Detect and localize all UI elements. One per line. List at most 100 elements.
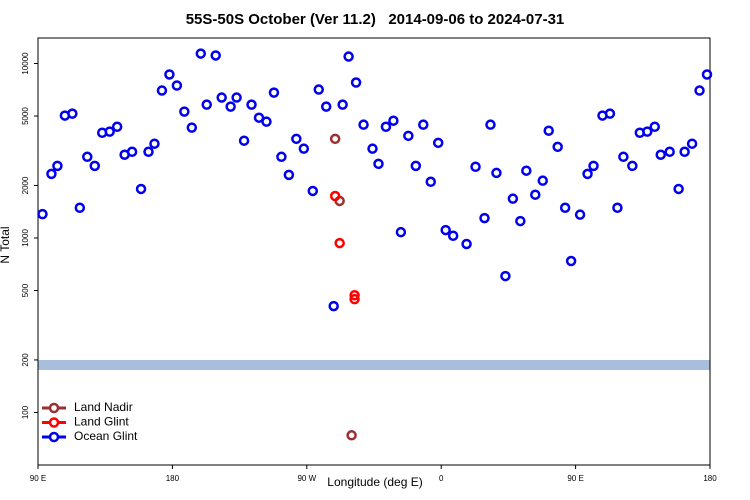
point bbox=[111, 121, 123, 133]
point bbox=[440, 224, 451, 236]
point bbox=[447, 230, 459, 241]
y-tick-label: 200 bbox=[21, 353, 30, 367]
point bbox=[46, 168, 57, 180]
y-axis-label: N Total bbox=[0, 226, 12, 263]
legend-label: Ocean Glint bbox=[74, 429, 138, 443]
point bbox=[307, 185, 319, 197]
point bbox=[186, 122, 198, 133]
point bbox=[649, 121, 660, 133]
point bbox=[618, 151, 629, 163]
point bbox=[485, 119, 496, 130]
point bbox=[164, 69, 175, 80]
point bbox=[210, 50, 221, 61]
point bbox=[276, 151, 287, 163]
point bbox=[543, 125, 554, 136]
point bbox=[82, 151, 93, 163]
point bbox=[588, 160, 599, 172]
point bbox=[238, 135, 250, 146]
point bbox=[491, 167, 502, 179]
point bbox=[425, 176, 436, 188]
point bbox=[135, 183, 147, 195]
point bbox=[225, 101, 236, 112]
point bbox=[395, 226, 407, 238]
point bbox=[74, 202, 86, 214]
point bbox=[418, 119, 429, 130]
point bbox=[673, 183, 684, 195]
point bbox=[694, 85, 705, 96]
legend-marker bbox=[48, 402, 60, 414]
point bbox=[283, 169, 295, 181]
y-tick-label: 2000 bbox=[21, 176, 30, 194]
point bbox=[565, 255, 577, 267]
point bbox=[343, 51, 354, 62]
point bbox=[582, 168, 593, 180]
point bbox=[350, 77, 362, 88]
y-tick-label: 10000 bbox=[21, 52, 30, 75]
point bbox=[574, 209, 586, 220]
point bbox=[664, 146, 675, 158]
point bbox=[231, 92, 242, 103]
point bbox=[143, 146, 154, 158]
point bbox=[373, 158, 384, 170]
y-tick-label: 500 bbox=[21, 283, 30, 297]
point bbox=[291, 133, 302, 145]
point bbox=[679, 146, 690, 158]
point bbox=[349, 293, 360, 305]
point bbox=[507, 193, 519, 204]
point bbox=[655, 149, 666, 160]
point bbox=[479, 212, 490, 224]
point bbox=[388, 115, 399, 126]
point bbox=[156, 85, 168, 96]
point bbox=[104, 126, 115, 137]
point bbox=[686, 138, 698, 149]
point bbox=[201, 99, 212, 110]
legend-label: Land Nadir bbox=[74, 400, 133, 414]
y-tick-label: 5000 bbox=[21, 107, 30, 125]
x-tick-label: 90 E bbox=[567, 474, 583, 483]
point bbox=[246, 99, 257, 110]
point bbox=[367, 143, 378, 154]
point bbox=[552, 141, 563, 153]
point bbox=[337, 99, 348, 110]
point bbox=[216, 92, 227, 103]
point bbox=[627, 160, 638, 172]
point bbox=[358, 119, 369, 130]
point bbox=[298, 143, 310, 154]
point bbox=[432, 137, 444, 149]
point bbox=[126, 146, 138, 158]
point bbox=[52, 160, 63, 172]
point bbox=[171, 80, 183, 91]
point bbox=[89, 160, 100, 172]
point bbox=[349, 289, 360, 301]
y-tick-label: 1000 bbox=[21, 229, 30, 247]
point bbox=[559, 202, 571, 214]
point bbox=[470, 161, 481, 173]
shaded-band bbox=[38, 360, 710, 370]
y-tick-label: 100 bbox=[21, 405, 30, 419]
point bbox=[403, 130, 414, 142]
legend-marker bbox=[48, 431, 60, 443]
point bbox=[320, 101, 332, 112]
point bbox=[500, 270, 511, 282]
x-tick-label: 90 E bbox=[30, 474, 46, 483]
point bbox=[253, 112, 265, 123]
point bbox=[149, 138, 160, 149]
point bbox=[537, 175, 548, 186]
x-tick-label: 90 W bbox=[297, 474, 316, 483]
x-axis-label: Longitude (deg E) bbox=[327, 475, 422, 489]
point bbox=[179, 106, 190, 117]
point bbox=[515, 215, 526, 227]
point bbox=[612, 202, 623, 214]
point bbox=[195, 48, 207, 59]
point bbox=[410, 160, 422, 172]
point bbox=[329, 133, 341, 145]
point bbox=[334, 237, 345, 249]
point bbox=[268, 87, 280, 98]
point bbox=[521, 165, 532, 176]
point bbox=[604, 108, 616, 119]
point bbox=[380, 121, 392, 133]
legend-label: Land Glint bbox=[74, 415, 129, 429]
point bbox=[530, 189, 541, 200]
point bbox=[261, 116, 272, 127]
